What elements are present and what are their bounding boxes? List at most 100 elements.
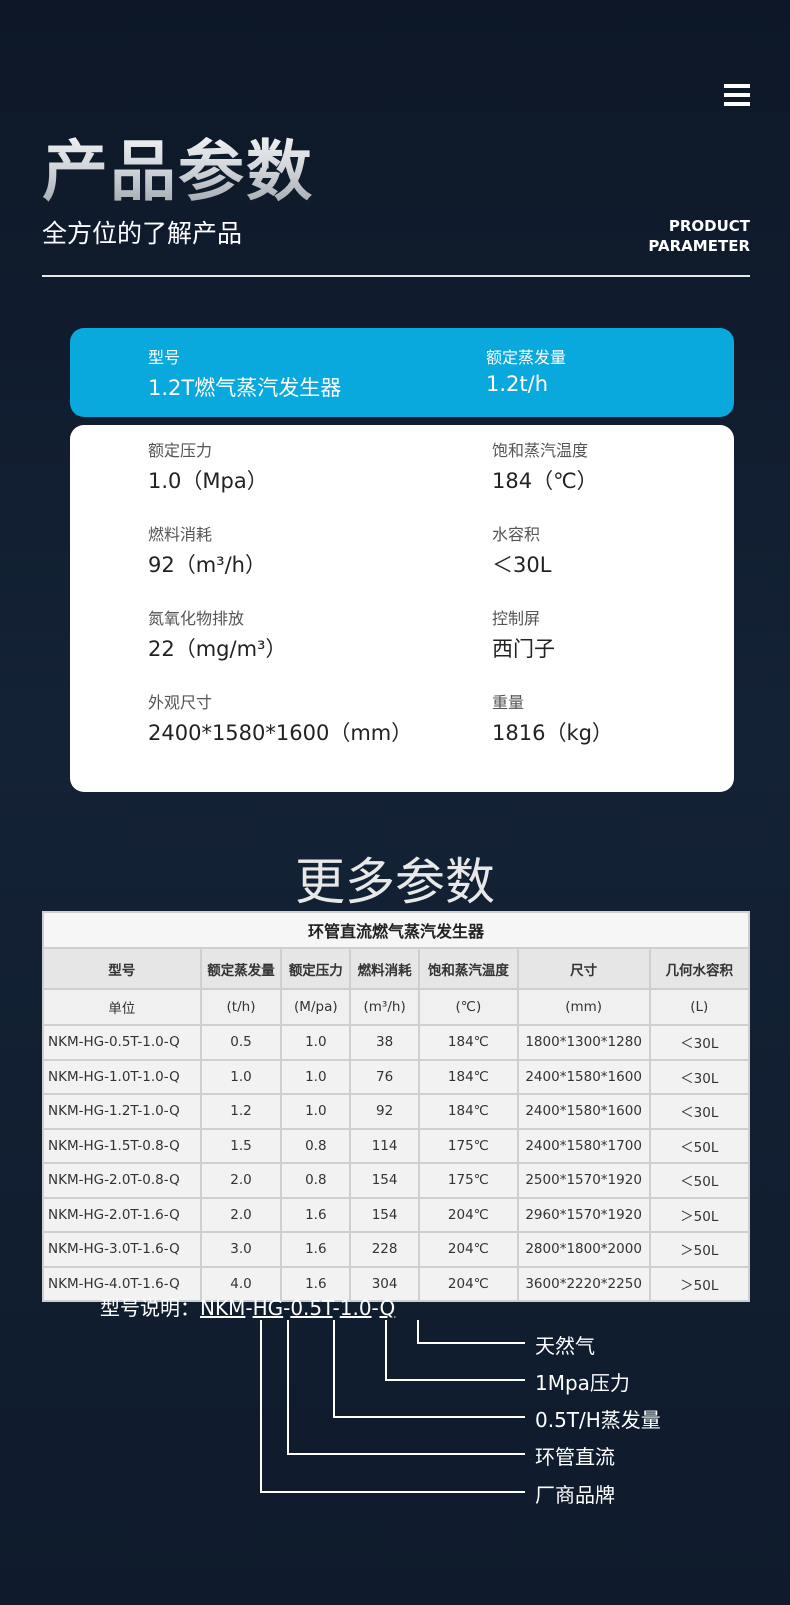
table-cell: ＜30L (648, 1024, 751, 1061)
english-title-line1: PRODUCT (668, 217, 750, 235)
field-value: 1.2t/h (486, 372, 549, 396)
table-cell: 1.6 (280, 1265, 352, 1302)
table-row: NKM-HG-1.0T-1.0-Q 1.0 1.0 76 184℃ 2400*1580*1… (42, 1058, 751, 1095)
unit-cell: (m³/h) (349, 988, 421, 1026)
table-cell: 0.8 (280, 1162, 352, 1199)
spec-field: 额定压力 1.0（Mpa） (148, 437, 268, 495)
spec-field: 燃料消耗 92（m³/h） (148, 521, 266, 579)
column-header: 几何水容积 (648, 947, 751, 990)
table-cell: NKM-HG-1.5T-0.8-Q (42, 1127, 202, 1164)
table-row: NKM-HG-2.0T-1.6-Q 2.0 1.6 154 204℃ 2960*1570*… (42, 1196, 751, 1233)
header-row: 型号 额定蒸发量 额定压力 燃料消耗 饱和蒸汽温度 尺寸 几何水容积 (42, 947, 751, 990)
table-cell: 2400*1580*1600 (516, 1058, 651, 1095)
table-cell: 1.2 (199, 1093, 283, 1130)
table-cell: 2500*1570*1920 (516, 1162, 651, 1199)
more-params-title: 更多参数 (295, 853, 495, 911)
table-cell: ＞50L (648, 1231, 751, 1268)
table-cell: NKM-HG-1.2T-1.0-Q (42, 1093, 202, 1130)
table-cell: 4.0 (199, 1265, 283, 1302)
unit-cell: (t/h) (199, 988, 283, 1026)
field-value: 1.0（Mpa） (148, 469, 268, 493)
table-cell: 184℃ (418, 1093, 519, 1130)
field-value: ＜30L (492, 553, 552, 577)
column-header: 燃料消耗 (349, 947, 421, 990)
table-cell: NKM-HG-3.0T-1.6-Q (42, 1231, 202, 1268)
spec-field: 水容积 ＜30L (492, 521, 551, 579)
field-label: 燃料消耗 (148, 525, 213, 544)
field-label: 额定蒸发量 (486, 348, 567, 367)
hamburger-menu-icon[interactable] (724, 84, 750, 106)
table-cell: 114 (349, 1127, 421, 1164)
capacity-field: 额定蒸发量 1.2t/h (486, 344, 566, 396)
table-row: NKM-HG-4.0T-1.6-Q 4.0 1.6 304 204℃ 3600*2220*… (42, 1265, 751, 1302)
column-header: 额定蒸发量 (199, 947, 283, 990)
table-cell: 175℃ (418, 1127, 519, 1164)
model-explain-prefix: 型号说明： (100, 1296, 200, 1320)
table-cell: 1.0 (280, 1093, 352, 1130)
table-row: NKM-HG-1.5T-0.8-Q 1.5 0.8 114 175℃ 2400*1580*… (42, 1127, 751, 1164)
table-cell: 2400*1580*1600 (516, 1093, 651, 1130)
table-row: NKM-HG-0.5T-1.0-Q 0.5 1.0 38 184℃ 1800*1300*1… (42, 1024, 751, 1061)
table-cell: 175℃ (418, 1162, 519, 1199)
table-cell: 2960*1570*1920 (516, 1196, 651, 1233)
model-part: HG (252, 1296, 284, 1320)
meaning-label: 环管直流 (535, 1445, 615, 1469)
table-cell: 1.6 (280, 1196, 352, 1233)
separator: - (332, 1296, 340, 1320)
table-cell: 92 (349, 1093, 421, 1130)
field-label: 型号 (148, 348, 181, 367)
table-cell: 3.0 (199, 1231, 283, 1268)
field-label: 控制屏 (492, 609, 541, 628)
table-cell: NKM-HG-2.0T-1.6-Q (42, 1196, 202, 1233)
table-cell: 1.0 (199, 1058, 283, 1095)
table-cell: 1.6 (280, 1231, 352, 1268)
table-cell: 204℃ (418, 1231, 519, 1268)
meaning-label: 厂商品牌 (535, 1483, 615, 1507)
unit-row: 单位 (t/h) (M/pa) (m³/h) (℃) (mm) (L) (42, 988, 751, 1026)
spec-field: 重量 1816（kg） (492, 689, 613, 747)
page-title: 产品参数 (42, 118, 314, 214)
field-label: 饱和蒸汽温度 (492, 441, 589, 460)
model-connector-lines (260, 1320, 525, 1493)
table-cell: 2400*1580*1700 (516, 1127, 651, 1164)
table-cell: 38 (349, 1024, 421, 1061)
meaning-label: 1Mpa压力 (535, 1371, 630, 1395)
table-cell: 184℃ (418, 1058, 519, 1095)
table-cell: ＜30L (648, 1093, 751, 1130)
table-cell: ＞50L (648, 1265, 751, 1302)
field-value: 2400*1580*1600（mm） (148, 721, 413, 745)
field-label: 外观尺寸 (148, 693, 213, 712)
table-cell: 154 (349, 1196, 421, 1233)
table-cell: 1800*1300*1280 (516, 1024, 651, 1061)
field-label: 水容积 (492, 525, 541, 544)
table-caption: 环管直流燃气蒸汽发生器 (42, 911, 750, 949)
field-value: 西门子 (492, 637, 555, 661)
model-explanation: 型号说明：NKM-HG-0.5T-1.0-Q 天然气 1Mpa压力 0.5T/H… (0, 1296, 790, 1540)
meaning-label: 0.5T/H蒸发量 (535, 1408, 661, 1432)
table-cell: 228 (349, 1231, 421, 1268)
table-cell: 2800*1800*2000 (516, 1231, 651, 1268)
field-value: 22（mg/m³） (148, 637, 287, 661)
table-cell: NKM-HG-2.0T-0.8-Q (42, 1162, 202, 1199)
table-cell: 204℃ (418, 1196, 519, 1233)
field-value: 1.2T燃气蒸汽发生器 (148, 376, 342, 400)
table-caption-row: 环管直流燃气蒸汽发生器 (42, 911, 750, 949)
table-row: NKM-HG-1.2T-1.0-Q 1.2 1.0 92 184℃ 2400*1580*1… (42, 1093, 751, 1130)
field-label: 氮氧化物排放 (148, 609, 245, 628)
separator: - (371, 1296, 380, 1320)
column-header: 饱和蒸汽温度 (418, 947, 519, 990)
table-row: NKM-HG-2.0T-0.8-Q 2.0 0.8 154 175℃ 2500*1570*… (42, 1162, 751, 1199)
model-part: NKM (200, 1296, 246, 1320)
table-cell: 184℃ (418, 1024, 519, 1061)
english-title-line2: PARAMETER (648, 237, 750, 255)
field-value: 1816（kg） (492, 721, 613, 745)
spec-field: 外观尺寸 2400*1580*1600（mm） (148, 689, 412, 747)
table-cell: NKM-HG-1.0T-1.0-Q (42, 1058, 202, 1095)
specs-card: 额定压力 1.0（Mpa） 饱和蒸汽温度 184（℃） 燃料消耗 92（m³/h） 水容积 ＜… (70, 425, 734, 792)
column-header: 型号 (42, 947, 202, 990)
model-part: 1.0 (339, 1296, 372, 1320)
field-label: 重量 (492, 693, 525, 712)
table-cell: 76 (349, 1058, 421, 1095)
page-subtitle: 全方位的了解产品 (42, 219, 243, 248)
table-cell: 3600*2220*2250 (516, 1265, 651, 1302)
